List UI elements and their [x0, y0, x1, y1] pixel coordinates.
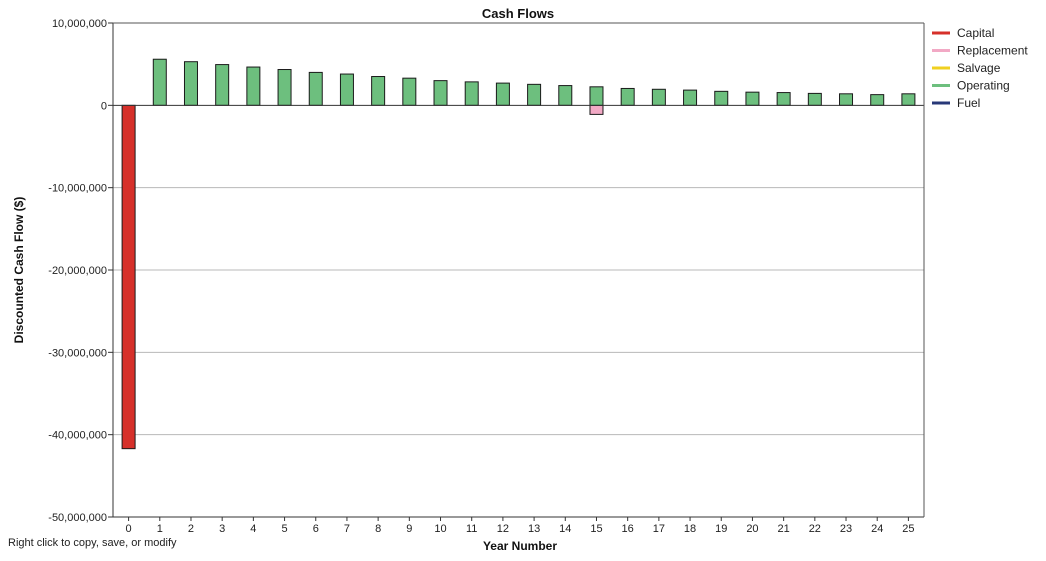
x-tick-label: 23	[840, 523, 852, 535]
bar-operating-year-16	[620, 87, 635, 106]
legend: Capital Replacement Salvage Operating Fuel	[932, 26, 1028, 110]
bar-operating-year-20	[745, 91, 760, 106]
x-tick-label: 13	[528, 523, 540, 535]
legend-label-fuel: Fuel	[957, 96, 980, 110]
x-axis-label: Year Number	[483, 539, 557, 553]
x-tick-label: 11	[466, 523, 477, 535]
x-tick-label: 18	[684, 523, 696, 535]
context-menu-hint: Right click to copy, save, or modify	[8, 537, 177, 549]
x-axis-ticks: 0 1 2 3 4 5 6 7 8 9 10 11 12 13 14 15 16 17 18 19 20 21 22 23 24…	[126, 517, 915, 535]
bar-operating-year-12	[495, 82, 510, 106]
bar-capital-year-0	[121, 104, 136, 450]
x-tick-label: 6	[313, 523, 319, 535]
bar-operating-year-19	[714, 90, 729, 106]
x-tick-label: 4	[250, 523, 256, 535]
y-tick-label: 10,000,000	[52, 18, 107, 30]
bar-operating-year-15	[589, 86, 604, 106]
x-tick-label: 1	[157, 523, 163, 535]
x-tick-label: 24	[871, 523, 883, 535]
bar-operating-year-13	[527, 83, 542, 106]
bar-operating-year-18	[683, 89, 698, 106]
x-tick-label: 2	[188, 523, 194, 535]
bar-operating-year-11	[464, 81, 479, 106]
bar-operating-year-8	[371, 76, 386, 106]
bar-operating-year-7	[339, 73, 354, 106]
bar-operating-year-23	[839, 93, 854, 106]
x-tick-label: 22	[809, 523, 821, 535]
y-tick-label: -10,000,000	[48, 183, 107, 195]
bar-operating-year-1	[152, 58, 167, 106]
y-tick-label: -40,000,000	[48, 430, 107, 442]
x-tick-label: 17	[653, 523, 665, 535]
y-tick-label: -50,000,000	[48, 512, 107, 524]
x-tick-label: 14	[559, 523, 571, 535]
chart-title: Cash Flows	[482, 6, 554, 21]
x-tick-label: 3	[219, 523, 225, 535]
x-tick-label: 5	[281, 523, 287, 535]
y-axis-label: Discounted Cash Flow ($)	[12, 197, 26, 344]
bar-operating-year-5	[277, 69, 292, 106]
bar-operating-year-22	[807, 92, 822, 106]
bar-operating-year-17	[651, 88, 666, 106]
bar-operating-year-10	[433, 80, 448, 106]
gridlines	[113, 187, 924, 436]
x-tick-label: 16	[622, 523, 634, 535]
legend-label-salvage: Salvage	[957, 61, 1001, 75]
y-axis-ticks: 10,000,000 0 -10,000,000 -20,000,000 -30,000…	[48, 18, 113, 524]
bar-operating-year-25	[901, 93, 916, 106]
y-tick-label: 0	[101, 100, 107, 112]
bar-operating-year-2	[183, 61, 198, 106]
x-tick-label: 9	[406, 523, 412, 535]
y-tick-label: -30,000,000	[48, 347, 107, 359]
x-tick-label: 12	[497, 523, 509, 535]
bar-operating-year-3	[215, 64, 230, 106]
x-tick-label: 20	[746, 523, 758, 535]
legend-label-replacement: Replacement	[957, 44, 1028, 58]
bar-operating-year-4	[246, 66, 261, 106]
legend-label-operating: Operating	[957, 79, 1010, 93]
bar-operating-year-24	[870, 94, 885, 106]
x-tick-label: 7	[344, 523, 350, 535]
x-tick-label: 19	[715, 523, 727, 535]
bar-replacement-year-15	[589, 104, 604, 115]
bar-operating-year-14	[558, 85, 573, 106]
bar-operating-year-21	[776, 92, 791, 106]
legend-label-capital: Capital	[957, 26, 994, 40]
y-tick-label: -20,000,000	[48, 265, 107, 277]
x-tick-label: 8	[375, 523, 381, 535]
x-tick-label: 25	[902, 523, 914, 535]
x-tick-label: 0	[126, 523, 132, 535]
x-tick-label: 10	[434, 523, 446, 535]
x-tick-label: 15	[590, 523, 602, 535]
bar-operating-year-9	[402, 77, 417, 106]
bar-operating-year-6	[308, 71, 323, 106]
x-tick-label: 21	[778, 523, 790, 535]
bars	[121, 58, 916, 450]
